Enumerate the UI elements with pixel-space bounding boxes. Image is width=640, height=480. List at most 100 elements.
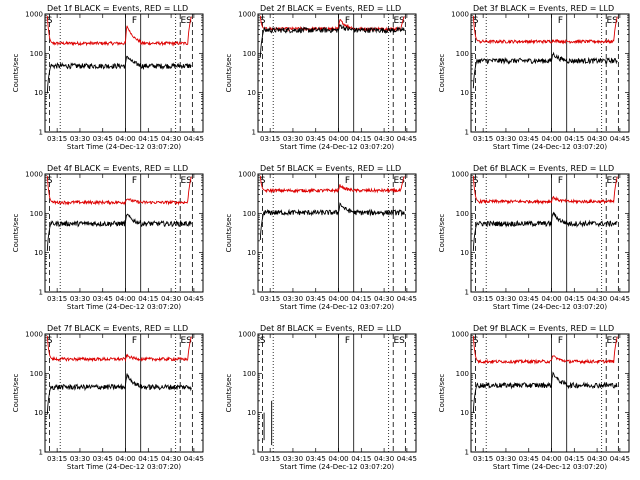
x-tick-label: 04:00 xyxy=(541,295,561,303)
y-axis-label: Counts/sec xyxy=(12,374,20,413)
x-tick-label: 03:15 xyxy=(473,455,493,463)
marker-label-es: ES xyxy=(393,336,405,346)
marker-label-s: S xyxy=(473,16,479,26)
marker-label-es: ES xyxy=(606,336,618,346)
x-tick-label: 04:45 xyxy=(397,135,417,143)
panel-title: Det 7f BLACK = Events, RED = LLD xyxy=(47,324,188,333)
panel-det-8: Det 8f BLACK = Events, RED = LLD 1 10 100 10… xyxy=(225,324,417,471)
series-lld-line xyxy=(46,335,192,363)
panel-det-1: Det 1f BLACK = Events, RED = LLD 1 10 100 10… xyxy=(12,4,204,151)
y-tick-label: 10 xyxy=(247,89,256,97)
marker-label-f: F xyxy=(345,336,350,346)
y-tick-label: 100 xyxy=(30,370,43,378)
y-tick-label: 100 xyxy=(30,210,43,218)
plot-frame xyxy=(470,173,630,293)
marker-label-s: S xyxy=(260,16,266,26)
panel-title: Det 3f BLACK = Events, RED = LLD xyxy=(473,4,614,13)
x-tick-label: 03:30 xyxy=(283,135,303,143)
marker-label-s: S xyxy=(473,176,479,186)
y-tick-label: 1 xyxy=(252,449,256,457)
y-tick-label: 1 xyxy=(252,129,256,137)
x-tick-label: 04:30 xyxy=(587,455,607,463)
y-axis-label: Counts/sec xyxy=(12,214,20,253)
y-tick-label: 1 xyxy=(465,289,469,297)
x-axis-label: Start Time (24-Dec-12 03:07:20) xyxy=(280,143,394,151)
x-tick-label: 03:30 xyxy=(70,135,90,143)
x-tick-label: 04:45 xyxy=(397,295,417,303)
x-tick-label: 03:45 xyxy=(93,455,113,463)
panel-det-3: Det 3f BLACK = Events, RED = LLD 1 10 100 10… xyxy=(438,4,630,151)
marker-label-s: S xyxy=(47,336,53,346)
x-axis-label: Start Time (24-Dec-12 03:07:20) xyxy=(280,303,394,311)
x-tick-label: 04:15 xyxy=(564,295,584,303)
marker-label-es: ES xyxy=(393,176,405,186)
y-tick-label: 100 xyxy=(456,50,469,58)
x-axis-label: Start Time (24-Dec-12 03:07:20) xyxy=(280,463,394,471)
series-lld-line xyxy=(259,175,405,194)
x-tick-label: 03:15 xyxy=(47,135,67,143)
x-tick-label: 04:45 xyxy=(184,455,204,463)
marker-label-f: F xyxy=(345,176,350,186)
panel-det-4: Det 4f BLACK = Events, RED = LLD 1 10 100 10… xyxy=(12,164,204,311)
plot-frame xyxy=(257,333,417,453)
x-tick-label: 04:30 xyxy=(374,295,394,303)
marker-label-s: S xyxy=(47,16,53,26)
series-lld-line xyxy=(472,15,618,45)
y-tick-label: 1 xyxy=(465,449,469,457)
panel-det-7: Det 7f BLACK = Events, RED = LLD 1 10 100 10… xyxy=(12,324,204,471)
plot-frame xyxy=(44,13,204,133)
x-tick-label: 04:15 xyxy=(138,135,158,143)
x-tick-label: 03:45 xyxy=(306,455,326,463)
x-tick-label: 03:15 xyxy=(260,135,280,143)
series-events-line xyxy=(472,371,618,413)
y-axis-label: Counts/sec xyxy=(438,214,446,253)
x-tick-label: 03:45 xyxy=(93,135,113,143)
x-tick-label: 04:30 xyxy=(587,295,607,303)
x-tick-label: 03:30 xyxy=(496,295,516,303)
x-tick-label: 04:45 xyxy=(184,135,204,143)
x-tick-label: 04:45 xyxy=(610,135,630,143)
plot-frame xyxy=(257,173,417,293)
x-axis-label: Start Time (24-Dec-12 03:07:20) xyxy=(67,143,181,151)
x-axis-label: Start Time (24-Dec-12 03:07:20) xyxy=(493,463,607,471)
marker-label-es: ES xyxy=(180,176,192,186)
series-events-line xyxy=(472,51,618,89)
marker-label-f: F xyxy=(132,176,137,186)
marker-label-es: ES xyxy=(180,16,192,26)
panel-title: Det 1f BLACK = Events, RED = LLD xyxy=(47,4,188,13)
plot-frame xyxy=(257,13,417,133)
marker-label-es: ES xyxy=(606,176,618,186)
panel-det-5: Det 5f BLACK = Events, RED = LLD 1 10 100 10… xyxy=(225,164,417,311)
series-events-line xyxy=(46,373,192,415)
y-tick-label: 1 xyxy=(39,449,43,457)
marker-label-f: F xyxy=(345,16,350,26)
y-tick-label: 100 xyxy=(243,210,256,218)
y-tick-label: 100 xyxy=(456,370,469,378)
marker-label-es: ES xyxy=(606,16,618,26)
series-events-line xyxy=(46,55,192,94)
y-tick-label: 10 xyxy=(460,249,469,257)
plot-frame xyxy=(44,173,204,293)
y-axis-label: Counts/sec xyxy=(225,374,233,413)
x-tick-label: 03:15 xyxy=(47,295,67,303)
series-events-line xyxy=(259,24,405,58)
series-lld-line xyxy=(46,15,192,47)
x-tick-label: 04:30 xyxy=(587,135,607,143)
series-lld-line xyxy=(46,175,192,206)
x-tick-label: 03:15 xyxy=(473,295,493,303)
y-tick-label: 10 xyxy=(460,89,469,97)
series-events-line xyxy=(472,211,618,252)
x-tick-label: 04:45 xyxy=(610,295,630,303)
x-axis-label: Start Time (24-Dec-12 03:07:20) xyxy=(67,303,181,311)
x-tick-label: 04:30 xyxy=(374,135,394,143)
x-tick-label: 03:15 xyxy=(473,135,493,143)
plot-frame xyxy=(470,333,630,453)
x-tick-label: 04:00 xyxy=(115,295,135,303)
y-axis-label: Counts/sec xyxy=(225,54,233,93)
x-tick-label: 04:00 xyxy=(541,455,561,463)
x-tick-label: 04:00 xyxy=(328,455,348,463)
series-events-line xyxy=(259,202,405,241)
y-tick-label: 1000 xyxy=(238,331,256,339)
